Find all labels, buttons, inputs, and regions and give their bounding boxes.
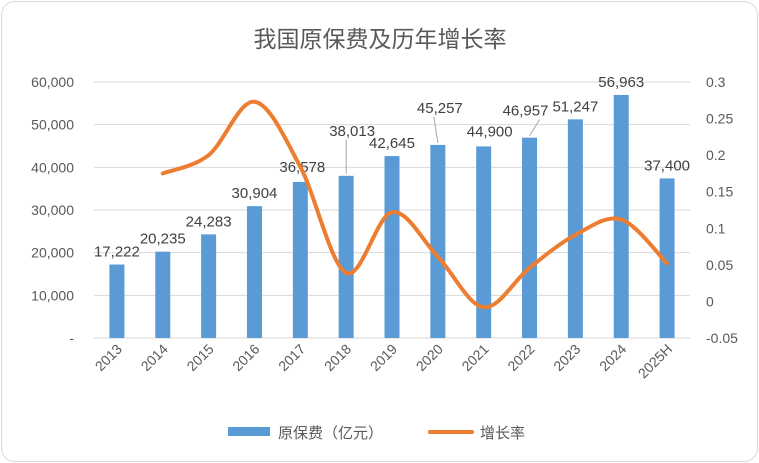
bar: [659, 178, 675, 338]
leader-line: [433, 116, 439, 143]
x-tick-label: 2021: [458, 341, 491, 374]
bar: [567, 119, 583, 338]
chart-title: 我国原保费及历年增长率: [254, 27, 507, 53]
x-tick-labels: 2013 2014 2015 2016 2017 2018 2019 2020 2021 2022…: [92, 341, 675, 382]
leader-line: [529, 119, 540, 136]
bar: [430, 144, 446, 338]
bar-data-label: 46,957: [503, 103, 549, 120]
x-tick-label: 2025H: [635, 341, 675, 381]
y-right-tick-label: 0.05: [706, 257, 733, 273]
y-right-tick-label: 0.25: [706, 111, 733, 127]
legend-swatch-bar: [228, 427, 270, 436]
legend: 原保费（亿元） 增长率: [228, 424, 525, 442]
y-right-tick-labels: -0.05 0 0.05 0.1 0.15 0.2 0.25 0.3: [706, 74, 738, 346]
bar: [201, 234, 217, 338]
legend-label-line: 增长率: [480, 424, 525, 442]
bar-data-label: 45,257: [417, 100, 463, 117]
y-left-tick-label: 60,000: [31, 74, 74, 90]
x-tick-label: 2023: [550, 341, 583, 374]
bar-data-label: 51,247: [552, 98, 598, 115]
bar-data-label: 24,283: [186, 213, 232, 230]
bar: [292, 181, 308, 338]
bar: [522, 137, 538, 338]
x-tick-label: 2016: [229, 341, 262, 374]
y-right-tick-label: 0.15: [706, 184, 733, 200]
y-left-tick-labels: - 10,000 20,000 30,000 40,000 50,000 60,000: [31, 74, 74, 346]
y-left-tick-label: 10,000: [31, 287, 74, 303]
x-tick-label: 2020: [413, 341, 446, 374]
x-tick-label: 2018: [321, 341, 354, 374]
bar-data-labels: 17,22220,23524,28330,90436,57838,01342,6…: [94, 74, 690, 261]
x-tick-label: 2013: [92, 341, 125, 374]
y-left-tick-label: 30,000: [31, 202, 74, 218]
growth-line-series: [160, 99, 670, 310]
y-right-tick-label: -0.05: [706, 330, 738, 346]
y-right-tick-label: 0.3: [706, 74, 726, 90]
bar-data-label: 17,222: [94, 244, 140, 261]
bar-data-label: 42,645: [369, 135, 415, 152]
growth-line: [160, 99, 670, 310]
bar: [384, 156, 400, 338]
x-tick-label: 2014: [138, 341, 171, 374]
bar-data-label: 37,400: [644, 157, 690, 174]
x-tick-label: 2024: [596, 341, 629, 374]
bar-data-label: 38,013: [329, 123, 375, 140]
bar: [109, 264, 125, 338]
y-right-tick-label: 0.2: [706, 147, 726, 163]
y-left-tick-label: 50,000: [31, 117, 74, 133]
bar: [338, 175, 354, 338]
x-tick-label: 2015: [183, 341, 216, 374]
bar-series: [109, 94, 675, 339]
x-tick-label: 2019: [367, 341, 400, 374]
bar-data-label: 44,900: [467, 123, 513, 140]
y-right-tick-label: 0: [706, 293, 714, 309]
y-right-tick-label: 0.1: [706, 220, 726, 236]
x-tick-label: 2017: [275, 341, 308, 374]
bar-data-label: 56,963: [598, 74, 644, 91]
bar-data-label: 30,904: [232, 185, 278, 202]
bar-data-label: 20,235: [140, 231, 186, 248]
bar: [246, 206, 262, 338]
legend-label-bar: 原保费（亿元）: [278, 424, 383, 442]
bar: [476, 146, 492, 338]
bar: [155, 251, 171, 338]
y-left-tick-label: 20,000: [31, 245, 74, 261]
y-left-tick-label: -: [69, 330, 74, 346]
bar: [613, 94, 629, 339]
x-tick-label: 2022: [504, 341, 537, 374]
y-left-tick-label: 40,000: [31, 159, 74, 175]
